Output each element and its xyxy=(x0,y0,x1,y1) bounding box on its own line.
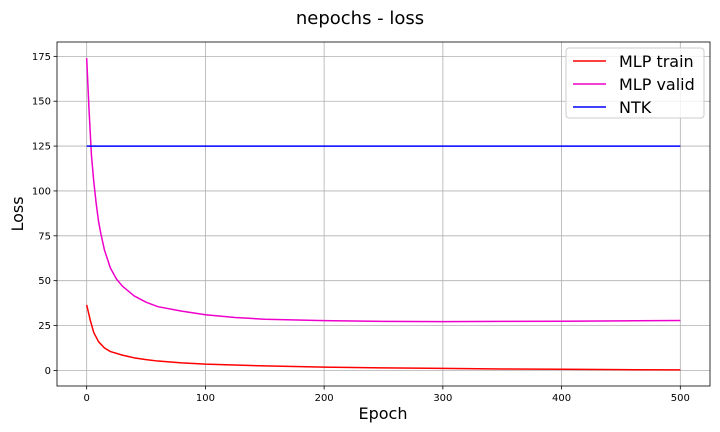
y-tick-label: 0 xyxy=(45,366,51,377)
x-tick-label: 300 xyxy=(433,393,452,404)
x-tick-label: 400 xyxy=(552,393,571,404)
legend: MLP train MLP valid NTK xyxy=(566,48,704,118)
x-tick-label: 0 xyxy=(83,393,89,404)
y-tick-label: 100 xyxy=(32,186,51,197)
y-tick-label: 75 xyxy=(38,231,51,242)
y-tick-label: 150 xyxy=(32,97,51,108)
x-tick-label: 200 xyxy=(315,393,334,404)
chart-title: nepochs - loss xyxy=(296,8,424,29)
x-axis-label: Epoch xyxy=(359,404,408,423)
x-tick-label: 100 xyxy=(196,393,215,404)
y-tick-label: 25 xyxy=(38,321,51,332)
y-tick-label: 125 xyxy=(32,142,51,153)
y-tick-label: 50 xyxy=(38,276,51,287)
y-axis-label: Loss xyxy=(8,196,27,231)
legend-label-mlp-train: MLP train xyxy=(619,52,694,71)
legend-label-mlp-valid: MLP valid xyxy=(619,75,695,94)
y-tick-label: 175 xyxy=(32,52,51,63)
legend-label-ntk: NTK xyxy=(619,98,652,117)
x-tick-label: 500 xyxy=(671,393,690,404)
